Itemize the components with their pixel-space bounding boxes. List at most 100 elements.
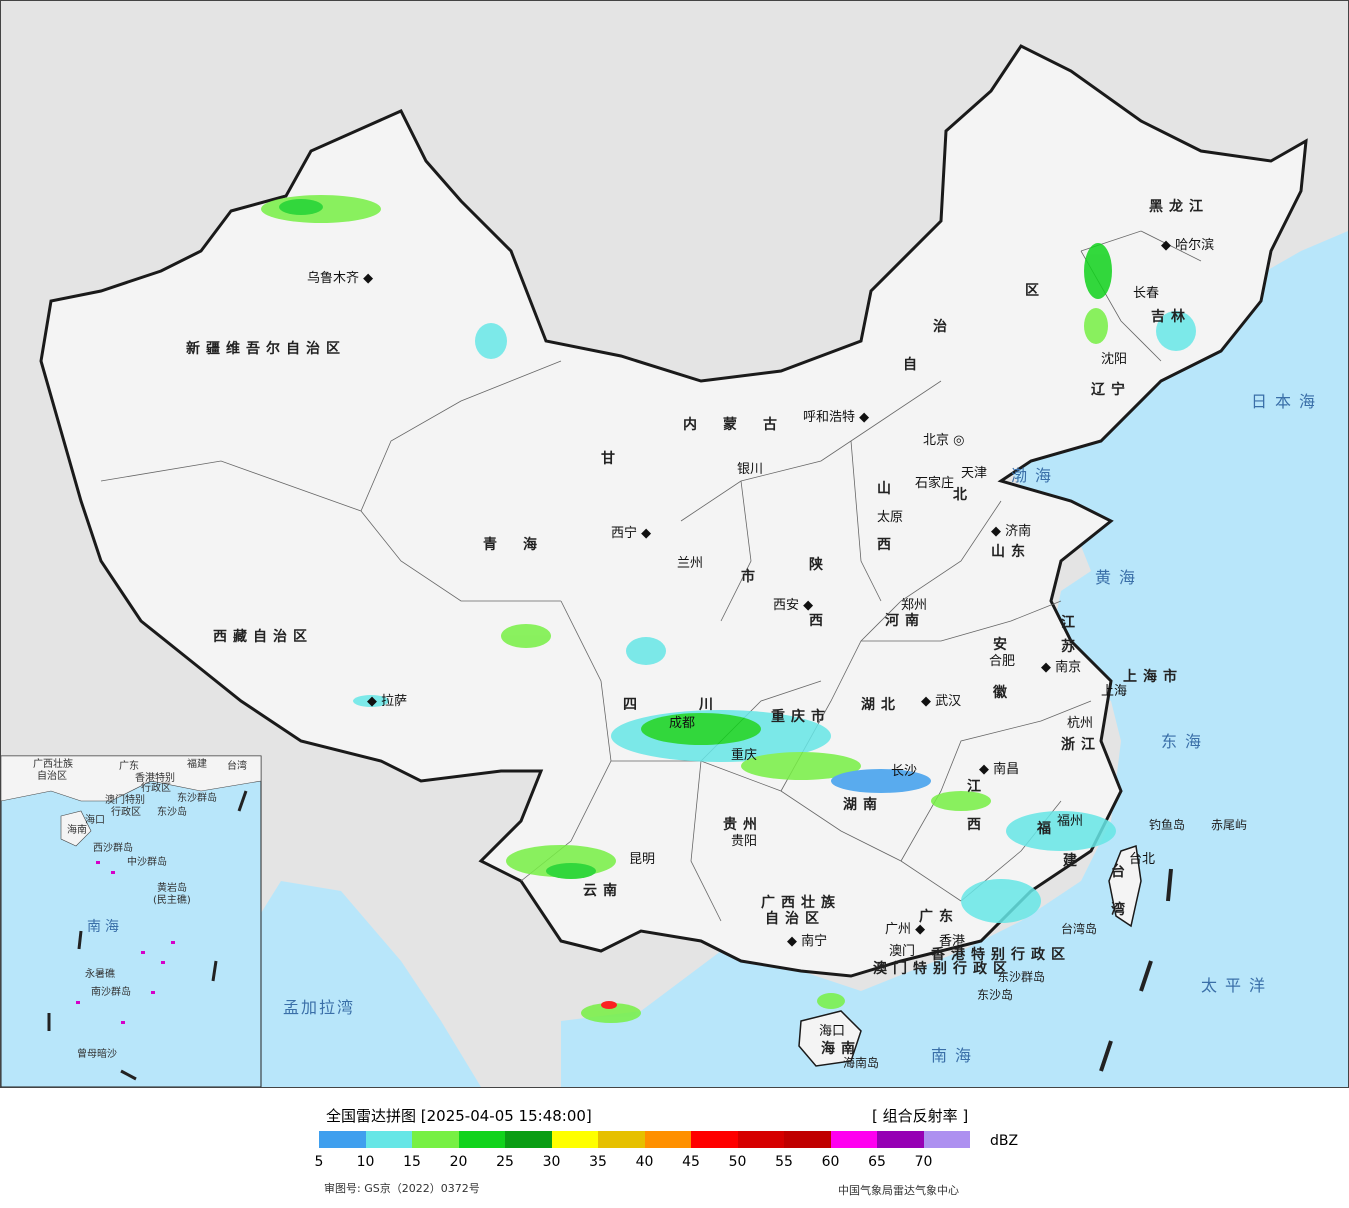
- svg-text:贵阳: 贵阳: [731, 834, 757, 849]
- map-canvas: 新疆维吾尔自治区 西藏自治区 青 海 甘 内 蒙 古 自 治 区 黑龙江 吉林 …: [1, 44, 1348, 1087]
- svg-text:黄海: 黄海: [1095, 568, 1143, 587]
- colorbar-cell: [505, 1131, 552, 1148]
- svg-text:四: 四: [623, 697, 643, 713]
- svg-text:辽宁: 辽宁: [1091, 381, 1131, 398]
- label-xinjiang: 新疆维吾尔自治区: [186, 340, 346, 357]
- legend-product: [ 组合反射率 ]: [872, 1107, 969, 1125]
- colorbar-tick-label: 10: [356, 1154, 375, 1170]
- svg-text:西: 西: [967, 817, 987, 833]
- colorbar-cell: [319, 1131, 366, 1148]
- svg-text:合肥: 合肥: [989, 654, 1015, 669]
- svg-text:海南: 海南: [821, 1040, 861, 1057]
- svg-text:澳门: 澳门: [889, 943, 915, 959]
- svg-text:江: 江: [967, 778, 987, 795]
- svg-text:湾: 湾: [1111, 901, 1131, 918]
- svg-text:内 蒙 古: 内 蒙 古: [683, 416, 783, 433]
- svg-text:赤尾屿: 赤尾屿: [1211, 818, 1247, 832]
- svg-text:澳门特别: 澳门特别: [105, 793, 145, 806]
- svg-text:山东: 山东: [991, 543, 1031, 560]
- legend-unit: dBZ: [990, 1133, 1019, 1149]
- svg-text:台湾岛: 台湾岛: [1061, 921, 1097, 936]
- colorbar-tick-label: 15: [403, 1154, 421, 1170]
- svg-text:山: 山: [877, 481, 897, 497]
- svg-text:湖北: 湖北: [861, 697, 901, 713]
- svg-text:东海: 东海: [1161, 732, 1209, 751]
- legend-title: 全国雷达拼图 [2025-04-05 15:48:00]: [326, 1107, 592, 1125]
- svg-text:河南: 河南: [885, 612, 925, 629]
- svg-text:重庆市: 重庆市: [771, 708, 831, 725]
- svg-text:南海: 南海: [87, 919, 123, 935]
- sea-boundary-dashes: [1099, 868, 1173, 1072]
- svg-text:上海: 上海: [1101, 684, 1127, 699]
- colorbar-tick-label: 60: [821, 1154, 840, 1170]
- svg-text:(民主礁): (民主礁): [153, 893, 191, 906]
- taiwan-island: [1108, 845, 1142, 928]
- svg-text:川: 川: [698, 697, 719, 713]
- svg-text:南沙群岛: 南沙群岛: [91, 985, 131, 998]
- svg-text:苏: 苏: [1061, 638, 1081, 655]
- svg-text:成都: 成都: [669, 716, 695, 731]
- colorbar-cell: [412, 1131, 459, 1148]
- svg-text:北京 ◎: 北京 ◎: [923, 433, 964, 448]
- svg-text:黑龙江: 黑龙江: [1149, 198, 1209, 215]
- svg-text:东沙岛: 东沙岛: [977, 987, 1013, 1002]
- label-xizang: 西藏自治区: [213, 628, 313, 645]
- svg-text:◆ 南昌: ◆ 南昌: [979, 761, 1019, 777]
- svg-text:吉林: 吉林: [1151, 308, 1191, 325]
- svg-text:东沙岛: 东沙岛: [157, 805, 187, 818]
- svg-text:福建: 福建: [187, 757, 207, 770]
- colorbar-cell: [830, 1131, 877, 1148]
- svg-text:青 海: 青 海: [483, 536, 543, 553]
- svg-text:上海市: 上海市: [1123, 668, 1183, 685]
- svg-text:乌鲁木齐 ◆: 乌鲁木齐 ◆: [307, 270, 373, 286]
- svg-text:安: 安: [993, 636, 1013, 653]
- map-approval-number: 审图号: GS京（2022）0372号: [324, 1182, 480, 1195]
- svg-text:孟加拉湾: 孟加拉湾: [283, 998, 355, 1017]
- svg-text:广西壮族: 广西壮族: [33, 757, 73, 770]
- svg-text:南海: 南海: [931, 1046, 979, 1065]
- svg-text:湖南: 湖南: [843, 796, 883, 813]
- svg-text:贵州: 贵州: [723, 816, 763, 833]
- svg-text:西宁 ◆: 西宁 ◆: [611, 525, 651, 541]
- colorbar-cell: [551, 1131, 598, 1148]
- svg-text:区: 区: [1025, 283, 1045, 299]
- svg-text:江: 江: [1061, 614, 1081, 631]
- svg-text:中沙群岛: 中沙群岛: [127, 855, 167, 868]
- svg-text:◆ 拉萨: ◆ 拉萨: [367, 694, 407, 709]
- svg-text:广东: 广东: [119, 759, 139, 772]
- colorbar-tick-label: 25: [496, 1154, 514, 1170]
- svg-text:广西壮族: 广西壮族: [761, 894, 841, 911]
- svg-text:香港特别行政区: 香港特别行政区: [930, 946, 1071, 963]
- colorbar-tick-label: 20: [449, 1154, 468, 1170]
- svg-text:甘: 甘: [601, 450, 621, 467]
- svg-text:呼和浩特 ◆: 呼和浩特 ◆: [803, 410, 869, 425]
- colorbar-cell: [784, 1131, 831, 1148]
- south-china-sea-inset: [1, 755, 262, 1087]
- svg-text:东沙群岛: 东沙群岛: [177, 791, 217, 804]
- svg-text:西安 ◆: 西安 ◆: [773, 598, 813, 613]
- colorbar-cell: [644, 1131, 691, 1148]
- svg-text:西沙群岛: 西沙群岛: [93, 841, 133, 854]
- svg-text:建: 建: [1063, 852, 1083, 869]
- colorbar-tick-label: 45: [682, 1154, 700, 1170]
- svg-text:福州: 福州: [1057, 814, 1083, 829]
- svg-text:◆ 南京: ◆ 南京: [1041, 659, 1081, 675]
- svg-text:◆ 哈尔滨: ◆ 哈尔滨: [1161, 237, 1214, 253]
- svg-text:石家庄: 石家庄: [915, 475, 954, 491]
- svg-text:郑州: 郑州: [901, 598, 927, 613]
- colorbar-tick-label: 50: [728, 1154, 747, 1170]
- radar-echoes: [261, 195, 1196, 1023]
- colorbar-tick-label: 55: [775, 1154, 793, 1170]
- svg-text:澳门特别行政区: 澳门特别行政区: [873, 960, 1013, 977]
- svg-text:长春: 长春: [1133, 286, 1159, 301]
- svg-text:永暑礁: 永暑礁: [85, 967, 115, 980]
- colorbar-cell: [737, 1131, 784, 1148]
- radar-map[interactable]: 新疆维吾尔自治区 西藏自治区 青 海 甘 内 蒙 古 自 治 区 黑龙江 吉林 …: [0, 0, 1349, 1088]
- svg-text:西: 西: [877, 537, 897, 553]
- map-labels: 新疆维吾尔自治区 西藏自治区 青 海 甘 内 蒙 古 自 治 区 黑龙江 吉林 …: [33, 198, 1315, 1070]
- svg-text:浙江: 浙江: [1061, 736, 1101, 753]
- svg-text:东沙群岛: 东沙群岛: [997, 969, 1045, 984]
- colorbar-tick-label: 65: [868, 1154, 886, 1170]
- svg-text:香港特别: 香港特别: [135, 772, 175, 784]
- svg-text:◆ 济南: ◆ 济南: [991, 523, 1031, 539]
